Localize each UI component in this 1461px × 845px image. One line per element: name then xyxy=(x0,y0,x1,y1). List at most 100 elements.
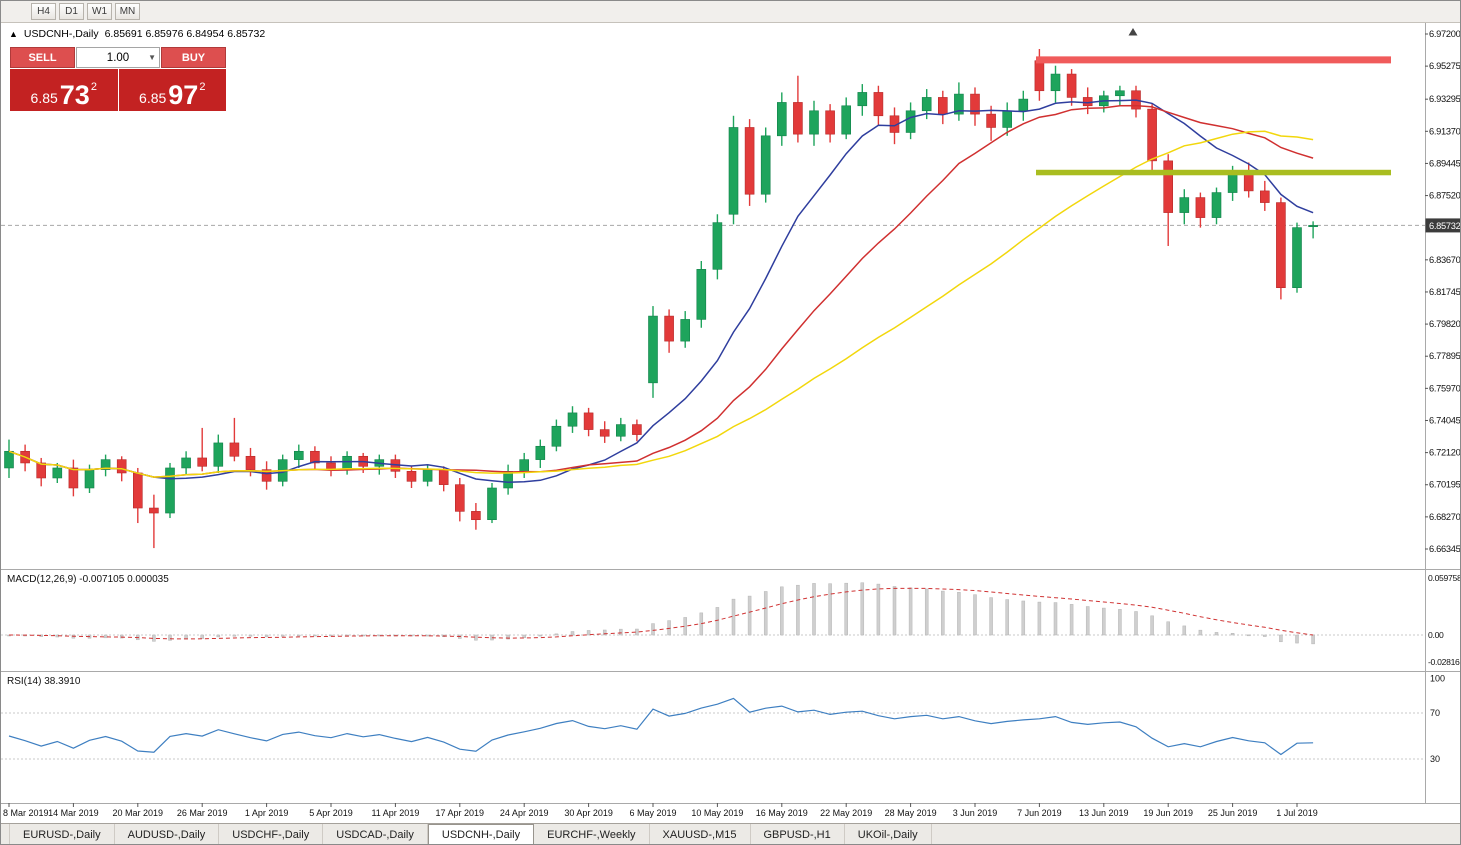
one-click-collapse-icon[interactable]: ▲ xyxy=(9,28,18,39)
candle-body xyxy=(1308,225,1318,228)
macd-histogram-bar xyxy=(667,620,671,636)
macd-histogram-bar xyxy=(1246,634,1251,637)
candle-body xyxy=(1115,90,1125,97)
candle-body xyxy=(52,467,63,479)
support-line[interactable] xyxy=(1036,169,1391,176)
chart-tab-eurusd-daily[interactable]: EURUSD-,Daily xyxy=(9,824,115,844)
candle-body xyxy=(4,450,14,469)
candle-body xyxy=(712,222,723,270)
macd-histogram-bar xyxy=(796,584,800,636)
chart-tab-usdcnh-daily[interactable]: USDCNH-,Daily xyxy=(427,824,535,844)
macd-histogram-bar xyxy=(1214,632,1219,636)
symbol-title: USDCNH-,Daily xyxy=(23,28,99,40)
price-axis-label: 6.83670 xyxy=(1429,255,1461,265)
candle-body xyxy=(535,445,546,460)
macd-histogram-bar xyxy=(715,607,720,636)
price-axis-label: 6.79820 xyxy=(1429,319,1461,329)
date-axis-label: 7 Jun 2019 xyxy=(1017,808,1062,818)
candle-body xyxy=(857,92,868,107)
macd-histogram-bar xyxy=(264,634,269,638)
macd-histogram-bar xyxy=(1102,607,1106,636)
macd-histogram-bar xyxy=(1311,634,1315,645)
timeframe-mn-button[interactable]: MN xyxy=(115,3,140,20)
price-axis-label: 6.68270 xyxy=(1429,512,1461,522)
candle-body xyxy=(116,459,127,474)
candle-body xyxy=(567,412,578,427)
date-axis-label: 5 Apr 2019 xyxy=(309,808,353,818)
candle-body xyxy=(937,97,948,115)
candle-body xyxy=(197,457,207,467)
sell-button[interactable]: SELL xyxy=(10,47,75,68)
macd-histogram-bar xyxy=(1166,621,1170,636)
candle-body xyxy=(149,507,159,514)
chart-tab-usdchf-daily[interactable]: USDCHF-,Daily xyxy=(219,824,324,844)
date-axis-label: 3 Jun 2019 xyxy=(953,808,998,818)
timeframe-h4-button[interactable]: H4 xyxy=(31,3,56,20)
chart-tab-eurchf-weekly[interactable]: EURCHF-,Weekly xyxy=(534,824,650,844)
price-axis-label: 6.77895 xyxy=(1429,351,1461,361)
volume-input[interactable]: 1.00 ▼ xyxy=(76,47,160,68)
candle-body xyxy=(615,424,626,437)
trade-prices-row: 6.85 73 2 6.85 97 2 xyxy=(10,69,226,111)
chart-tab-ukoil-daily[interactable]: UKOil-,Daily xyxy=(845,824,932,844)
price-axis-label: 6.74045 xyxy=(1429,415,1461,425)
date-axis-label: 20 Mar 2019 xyxy=(113,808,164,818)
price-axis-label: 6.72120 xyxy=(1429,448,1461,458)
candle-body xyxy=(632,424,642,435)
volume-dropdown-icon[interactable]: ▼ xyxy=(148,53,156,62)
timeframe-w1-button[interactable]: W1 xyxy=(87,3,112,20)
date-axis-label: 14 Mar 2019 xyxy=(48,808,99,818)
macd-histogram-bar xyxy=(731,598,736,636)
macd-histogram-bar xyxy=(538,634,543,637)
chart-tab-usdcad-daily[interactable]: USDCAD-,Daily xyxy=(323,824,428,844)
timeframe-d1-button[interactable]: D1 xyxy=(59,3,84,20)
sell-price-tile[interactable]: 6.85 73 2 xyxy=(10,69,118,111)
price-axis-label: 6.66345 xyxy=(1429,544,1461,554)
sell-price-prefix: 6.85 xyxy=(30,90,58,106)
macd-histogram-bar xyxy=(1182,625,1187,636)
ma-line-10 xyxy=(8,99,1314,484)
chart-tab-audusd-daily[interactable]: AUDUSD-,Daily xyxy=(115,824,220,844)
candle-body xyxy=(776,102,787,137)
buy-price-tile[interactable]: 6.85 97 2 xyxy=(118,69,226,111)
rsi-line xyxy=(8,697,1314,756)
buy-price-prefix: 6.85 xyxy=(139,90,167,106)
candle-body xyxy=(1050,73,1061,92)
candle-body xyxy=(809,110,819,135)
candle-body xyxy=(229,442,240,457)
macd-histogram-bar xyxy=(876,583,881,636)
date-axis-label: 10 May 2019 xyxy=(691,808,743,818)
candle-body xyxy=(551,425,562,447)
macd-histogram-bar xyxy=(1085,606,1090,636)
macd-histogram-bar xyxy=(908,587,913,636)
macd-histogram-bar xyxy=(232,634,237,637)
macd-histogram-bar xyxy=(1134,611,1138,636)
candle-body xyxy=(921,97,932,112)
date-axis-label: 16 May 2019 xyxy=(756,808,808,818)
buy-button[interactable]: BUY xyxy=(161,47,226,68)
chart-marker-arrow-icon[interactable] xyxy=(1128,28,1138,36)
candle-body xyxy=(986,113,996,128)
candle-body xyxy=(680,319,691,342)
candle-body xyxy=(406,471,417,482)
date-axis-label: 1 Apr 2019 xyxy=(245,808,289,818)
candles xyxy=(4,49,1318,549)
price-axis-label: 6.93295 xyxy=(1429,94,1461,104)
macd-histogram-bar xyxy=(570,631,575,636)
candle-body xyxy=(261,469,272,482)
candle-body xyxy=(1082,97,1093,107)
macd-histogram-bar xyxy=(313,634,317,637)
date-axis-label: 30 Apr 2019 xyxy=(564,808,613,818)
date-axis-label: 17 Apr 2019 xyxy=(436,808,485,818)
price-axis-label: 6.75970 xyxy=(1429,383,1461,393)
resistance-line[interactable] xyxy=(1036,56,1391,64)
date-axis-label: 8 Mar 2019 xyxy=(3,808,49,818)
macd-axis-label: 0.059758 xyxy=(1428,573,1461,583)
candle-body xyxy=(1195,197,1206,218)
candle-body xyxy=(68,467,79,489)
one-click-trade-panel: SELL 1.00 ▼ BUY 6.85 73 2 6.85 97 2 xyxy=(9,46,227,112)
chart-tab-xauusd-m15[interactable]: XAUUSD-,M15 xyxy=(650,824,751,844)
chart-tab-gbpusd-h1[interactable]: GBPUSD-,H1 xyxy=(751,824,845,844)
candle-body xyxy=(100,459,111,470)
